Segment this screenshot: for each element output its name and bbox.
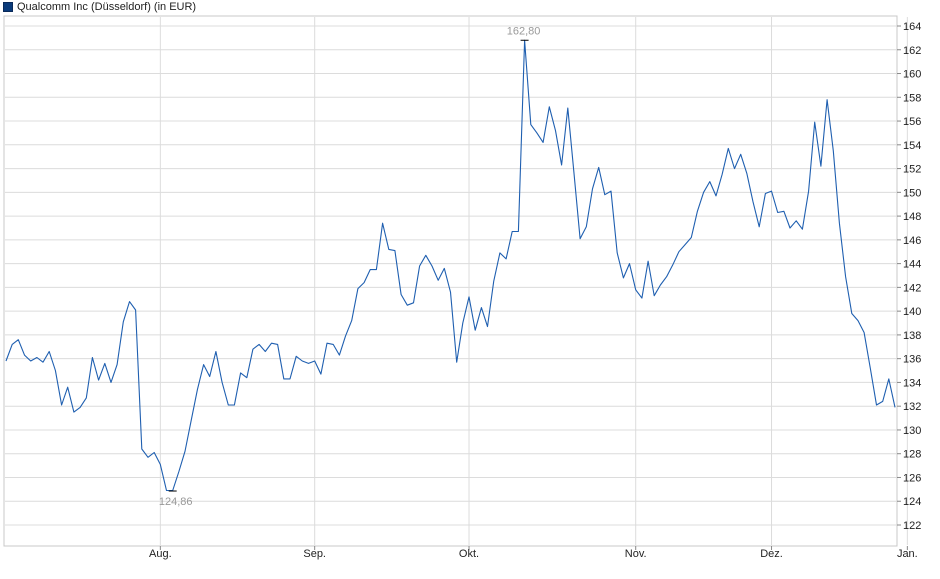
annotation-layer: 162,80 124,86 <box>159 25 541 508</box>
y-tick-label: 140 <box>903 306 921 318</box>
y-tick-label: 156 <box>903 116 921 128</box>
y-tick-label: 142 <box>903 282 921 294</box>
y-tick-label: 152 <box>903 164 921 176</box>
x-tick-label: Nov. <box>625 548 647 560</box>
y-tick-label: 148 <box>903 211 921 223</box>
x-tick-label: Jan. <box>897 548 918 560</box>
y-tick-label: 130 <box>903 425 921 437</box>
legend-label: Qualcomm Inc (Düsseldorf) (in EUR) <box>17 1 197 13</box>
low-value-label: 124,86 <box>159 496 193 508</box>
plot-area <box>3 15 898 547</box>
price-series-line <box>5 39 896 492</box>
y-tick-label: 144 <box>903 259 921 271</box>
series-layer <box>5 39 896 492</box>
x-tick-label: Dez. <box>760 548 783 560</box>
x-axis: Aug. Sep. Okt. Nov. Dez. Jan. <box>149 546 918 560</box>
horizontal-gridlines <box>5 25 897 526</box>
x-tick-label: Aug. <box>149 548 172 560</box>
y-tick-label: 122 <box>903 520 921 532</box>
y-tick-label: 164 <box>903 21 921 33</box>
legend-swatch-icon <box>3 2 13 12</box>
vertical-gridlines <box>159 17 908 545</box>
y-tick-label: 134 <box>903 377 921 389</box>
y-tick-label: 138 <box>903 330 921 342</box>
y-axis: 122 124 126 128 130 132 134 136 138 140 142 144 146 1… <box>897 21 921 532</box>
y-tick-label: 162 <box>903 45 921 57</box>
x-tick-label: Okt. <box>459 548 479 560</box>
y-tick-label: 126 <box>903 472 921 484</box>
y-tick-label: 128 <box>903 449 921 461</box>
y-tick-label: 150 <box>903 187 921 199</box>
y-tick-label: 124 <box>903 496 921 508</box>
y-tick-label: 158 <box>903 92 921 104</box>
y-tick-label: 136 <box>903 354 921 366</box>
high-value-label: 162,80 <box>507 25 541 37</box>
y-tick-label: 160 <box>903 69 921 81</box>
y-tick-label: 154 <box>903 140 921 152</box>
y-tick-label: 146 <box>903 235 921 247</box>
x-tick-label: Sep. <box>303 548 326 560</box>
chart-legend: Qualcomm Inc (Düsseldorf) (in EUR) <box>3 0 196 14</box>
y-tick-label: 132 <box>903 401 921 413</box>
